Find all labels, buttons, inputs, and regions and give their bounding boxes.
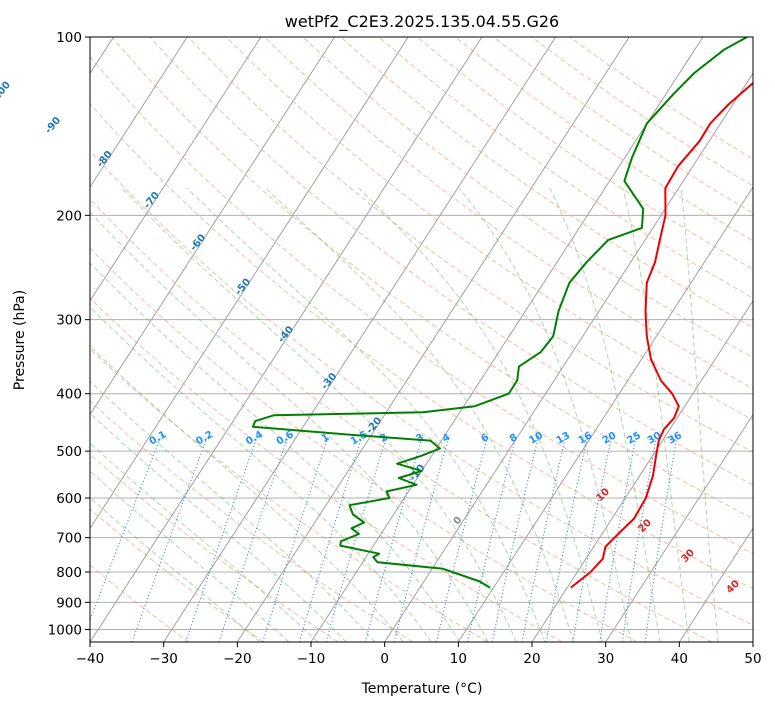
background-lines [90,37,753,642]
isotherm-line [605,413,753,642]
y-tick-label: 500 [56,444,82,460]
mixing-ratio-line [325,435,388,642]
mixing-ratio-line [218,435,289,642]
x-tick-label: −20 [223,651,252,667]
mixing-ratio-label: 6 [479,432,491,445]
moist-adiabat-line [358,187,603,642]
y-tick-label: 300 [56,313,82,329]
dewpoint-profile-line [251,37,748,589]
dry-adiabat-line [90,297,563,642]
temperature-profile-line [570,81,753,589]
mixing-ratio-line [466,435,517,642]
y-tick-label: 1000 [48,622,82,638]
axes: −40 −30 −20 −10 0 10 20 30 40 50 100 200 300 400 500 60… [48,30,762,667]
moist-adiabat-line [265,187,575,642]
dry-adiabat-line [90,453,339,642]
dry-adiabat-line [340,37,753,329]
dry-adiabat-line [90,150,753,626]
isotherm-line [90,37,262,302]
mixing-ratio-line [131,435,209,642]
isotherm-line [678,527,753,642]
moist-adiabat-line [680,188,719,642]
x-tick-label: −30 [149,651,178,667]
dry-adiabat-line [90,348,488,642]
mixing-ratio-line [491,435,540,642]
x-tick-label: 50 [744,651,761,667]
mixing-ratio-label: 8 [508,432,520,445]
y-tick-label: 800 [56,565,82,581]
y-tick-label: 200 [56,208,82,224]
isotherm-line [90,37,409,530]
moist-adiabat-line [90,442,319,642]
y-axis-label: Pressure (hPa) [12,290,28,390]
mixing-ratio-line [599,435,637,642]
x-tick-label: −40 [76,651,105,667]
x-tick-label: −10 [297,651,326,667]
y-tick-label: 600 [56,491,82,507]
isotherm-line [310,37,704,642]
mixing-ratio-label: 3 [414,432,426,445]
moist-adiabat-line [90,211,489,642]
moist-adiabat-line [90,470,290,642]
dry-adiabat-line [90,508,264,642]
isotherm-line [531,299,753,642]
mixing-ratio-label: 4 [441,432,453,445]
plot-frame [89,36,754,643]
isotherm-line [90,37,188,188]
mixing-ratio-label: 1 [320,432,332,445]
mixing-ratio-line [572,435,613,642]
y-tick-label: 400 [56,387,82,403]
isotherm-line [90,37,335,416]
y-tick-label: 700 [56,531,82,547]
isotherm-line [384,72,753,642]
dry-adiabat-line [90,55,753,554]
isotherm-line [90,37,483,642]
moist-adiabat-line [622,188,690,642]
dry-adiabat-line [149,37,753,486]
mixing-ratio-line [521,435,567,642]
moist-adiabat-line [90,345,404,642]
dry-adiabat-line [90,102,753,590]
mixing-ratio-line [621,435,658,642]
dry-adiabat-line [187,37,753,453]
isotherm-line [163,37,556,642]
mixing-ratio-line [545,435,589,642]
moist-adiabat-line [121,187,517,642]
x-tick-label: 10 [450,651,467,667]
mixing-ratio-line [364,435,424,642]
moist-adiabat-line [90,380,376,642]
isotherm-line [236,37,630,642]
x-tick-label: 30 [597,651,614,667]
mixing-ratio-line [185,435,259,642]
dry-adiabat-line [111,37,753,520]
dry-adiabat-line [302,37,753,359]
moist-adiabat-line [90,497,261,642]
y-tick-label: 900 [56,595,82,611]
x-tick-label: 20 [523,651,540,667]
x-axis-label: Temperature (°C) [361,681,483,697]
sounding-series [251,37,753,589]
x-tick-label: 40 [671,651,688,667]
chart-title: wetPf2_C2E3.2025.135.04.55.G26 [285,12,559,32]
moist-adiabat-line [90,306,432,642]
isotherm-line [457,186,753,642]
y-tick-label: 100 [56,30,82,46]
x-tick-label: 0 [380,651,389,667]
dry-adiabat-line [90,198,712,642]
dry-adiabat-line [90,247,638,642]
moist-adiabat-line [549,187,661,642]
mixing-ratio-label: 2 [378,432,390,445]
moist-adiabat-line [90,262,461,642]
mixing-ratio-line [644,435,678,642]
